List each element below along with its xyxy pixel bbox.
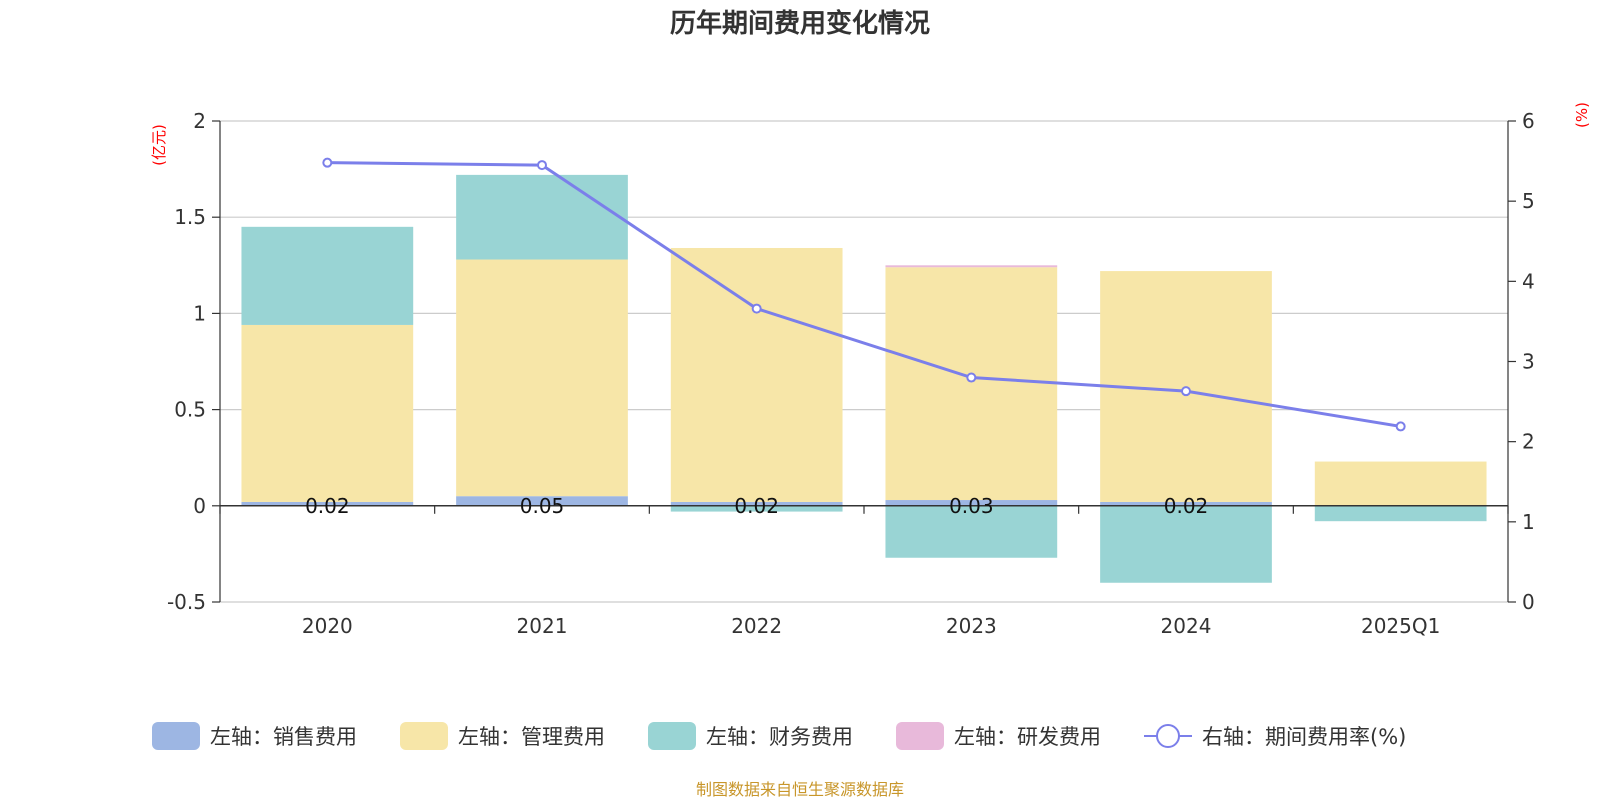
x-axis-tick-label: 2022 (731, 614, 782, 638)
axes: 2 1.5 1 0.5 0 -0.5 6 5 4 3 2 1 0 2020 2021 2022 2023 2024… (167, 109, 1535, 638)
x-axis-tick-label: 2024 (1161, 614, 1212, 638)
legend-label: 左轴：销售费用 (210, 725, 357, 749)
bar-segment (885, 265, 1058, 268)
line-point (1181, 386, 1191, 397)
line-point (322, 157, 333, 168)
legend-label: 左轴：财务费用 (706, 725, 853, 749)
bar-segment (670, 247, 843, 502)
bar-layer (241, 174, 1487, 583)
legend-swatch (896, 722, 944, 750)
bar-segment (670, 501, 843, 506)
bar-segment (241, 501, 414, 506)
right-axis-tick-label: 6 (1522, 109, 1535, 133)
right-axis-tick-label: 2 (1522, 430, 1535, 454)
series-line (327, 161, 1401, 428)
bar-segment (885, 505, 1058, 558)
bar-segment (1314, 505, 1487, 522)
bar-segment (241, 226, 414, 325)
bar-segment (456, 496, 628, 506)
x-axis-tick-label: 2023 (946, 614, 997, 638)
left-axis-tick-label: 1.5 (174, 205, 206, 229)
left-axis-tick-label: 1 (193, 301, 206, 325)
legend-marker-swatch (1156, 724, 1180, 748)
data-label: 0.05 (520, 494, 565, 518)
line-point (751, 303, 762, 314)
x-axis-tick-label: 2025Q1 (1361, 614, 1440, 638)
left-axis-tick-label: -0.5 (167, 590, 206, 614)
bar-segment (885, 267, 1058, 501)
right-axis-tick-label: 0 (1522, 590, 1535, 614)
legend-swatch (152, 722, 200, 750)
legend-label: 左轴：研发费用 (954, 725, 1101, 749)
right-axis-tick-label: 3 (1522, 350, 1535, 374)
legend-swatch (400, 722, 448, 750)
data-label-layer: 0.02 0.05 0.02 0.03 0.02 (305, 494, 1208, 518)
bar-segment (241, 324, 414, 502)
line-point (966, 372, 977, 383)
source-note: 制图数据来自恒生聚源数据库 (696, 780, 904, 799)
bar-segment (1100, 505, 1272, 583)
bar-segment (885, 500, 1058, 506)
right-axis-tick-label: 1 (1522, 510, 1535, 534)
right-axis-tick-label: 4 (1522, 269, 1535, 293)
data-label: 0.02 (1164, 494, 1209, 518)
right-axis-tick-label: 5 (1522, 189, 1535, 213)
data-label: 0.02 (734, 494, 779, 518)
right-axis-unit: (%) (1573, 102, 1591, 128)
line-point (537, 160, 547, 171)
legend-swatch (648, 722, 696, 750)
left-axis-tick-label: 2 (193, 109, 206, 133)
data-label: 0.02 (305, 494, 350, 518)
data-label: 0.03 (949, 494, 994, 518)
left-axis-tick-label: 0 (193, 494, 206, 518)
line-layer (322, 157, 1406, 432)
left-axis-unit: (亿元) (150, 124, 168, 166)
bar-segment (670, 505, 843, 512)
legend: 左轴：销售费用 左轴：管理费用 左轴：财务费用 左轴：研发费用 右轴：期间费用率(%) (152, 722, 1406, 750)
x-axis-tick-label: 2020 (302, 614, 353, 638)
x-axis-tick-label: 2021 (517, 614, 568, 638)
legend-label: 左轴：管理费用 (458, 725, 605, 749)
bar-segment (456, 259, 628, 497)
line-point (1395, 421, 1406, 432)
legend-label: 右轴：期间费用率(%) (1202, 725, 1406, 749)
bar-segment (1314, 461, 1487, 506)
bar-segment (456, 174, 628, 260)
left-axis-tick-label: 0.5 (174, 398, 206, 422)
chart-title: 历年期间费用变化情况 (670, 8, 930, 39)
bar-segment (1100, 501, 1272, 506)
